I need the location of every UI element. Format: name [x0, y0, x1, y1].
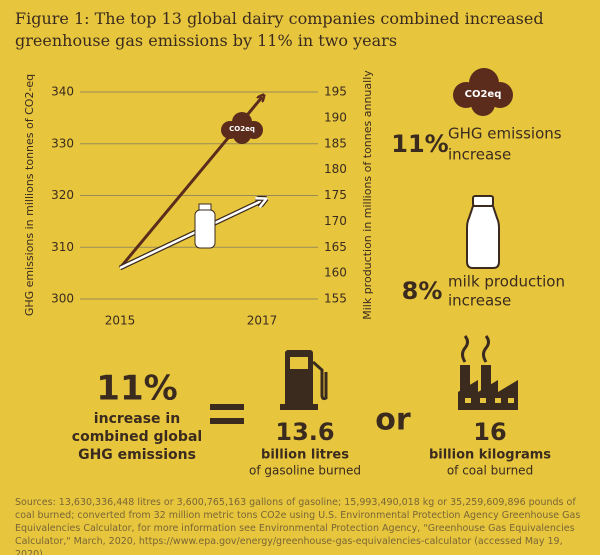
stat-value: 11%	[391, 130, 448, 158]
equivalence-label: increase in	[94, 411, 180, 427]
co2-cloud-icon: CO2eq	[453, 68, 513, 116]
y2-tick-label: 175	[324, 188, 347, 202]
stat-label: milk production	[448, 273, 565, 291]
milk-bottle-icon	[466, 195, 500, 269]
y-axis-label: GHG emissions in millions tonnes of CO2-…	[23, 74, 36, 316]
equivalence-label: GHG emissions	[78, 447, 196, 463]
y2-tick-label: 190	[324, 110, 347, 124]
series-line	[119, 201, 262, 270]
co2-cloud-icon: CO2eq	[221, 112, 263, 144]
y-tick-label: 310	[51, 240, 74, 254]
line-chart: GHG emissions in millions tonnes of CO2-…	[23, 70, 374, 328]
sources: Sources: 13,630,336,448 litres or 3,600,…	[15, 497, 581, 555]
or-text: or	[375, 403, 411, 438]
x-tick-label: 2015	[105, 314, 136, 328]
y2-tick-label: 185	[324, 136, 347, 150]
y2-axis-label: Milk production in millions of tonnes an…	[361, 70, 374, 320]
equivalence-value: 11%	[96, 369, 177, 409]
y2-tick-label: 170	[324, 214, 347, 228]
y2-tick-label: 165	[324, 240, 347, 254]
factory-icon	[458, 335, 518, 410]
y2-tick-label: 160	[324, 266, 347, 280]
equivalence-label: combined global	[72, 429, 202, 445]
co2-label: CO2eq	[465, 89, 502, 100]
stat-value: 8%	[402, 277, 443, 305]
title: Figure 1: The top 13 global dairy compan…	[15, 9, 544, 50]
y2-tick-label: 155	[324, 292, 347, 306]
y-tick-label: 320	[51, 188, 74, 202]
item-unit: billion kilograms	[429, 448, 551, 463]
y-tick-label: 340	[51, 85, 74, 99]
stat-label: GHG emissions	[448, 125, 562, 143]
y2-tick-label: 180	[324, 162, 347, 176]
item-value: 13.6	[275, 418, 334, 446]
stat-label: increase	[448, 146, 511, 164]
item-desc: of coal burned	[447, 464, 533, 478]
gas-pump-icon	[280, 350, 328, 410]
item-value: 16	[473, 418, 506, 446]
equals-sign	[210, 404, 244, 424]
milk-bottle-icon	[194, 203, 216, 249]
y-tick-label: 330	[51, 136, 74, 150]
co2-label: CO2eq	[229, 125, 255, 133]
x-tick-label: 2017	[247, 314, 278, 328]
y2-tick-label: 195	[324, 85, 347, 99]
item-desc: of gasoline burned	[249, 464, 361, 478]
y-tick-label: 300	[51, 292, 74, 306]
stat-label: increase	[448, 292, 511, 310]
item-unit: billion litres	[261, 448, 349, 463]
